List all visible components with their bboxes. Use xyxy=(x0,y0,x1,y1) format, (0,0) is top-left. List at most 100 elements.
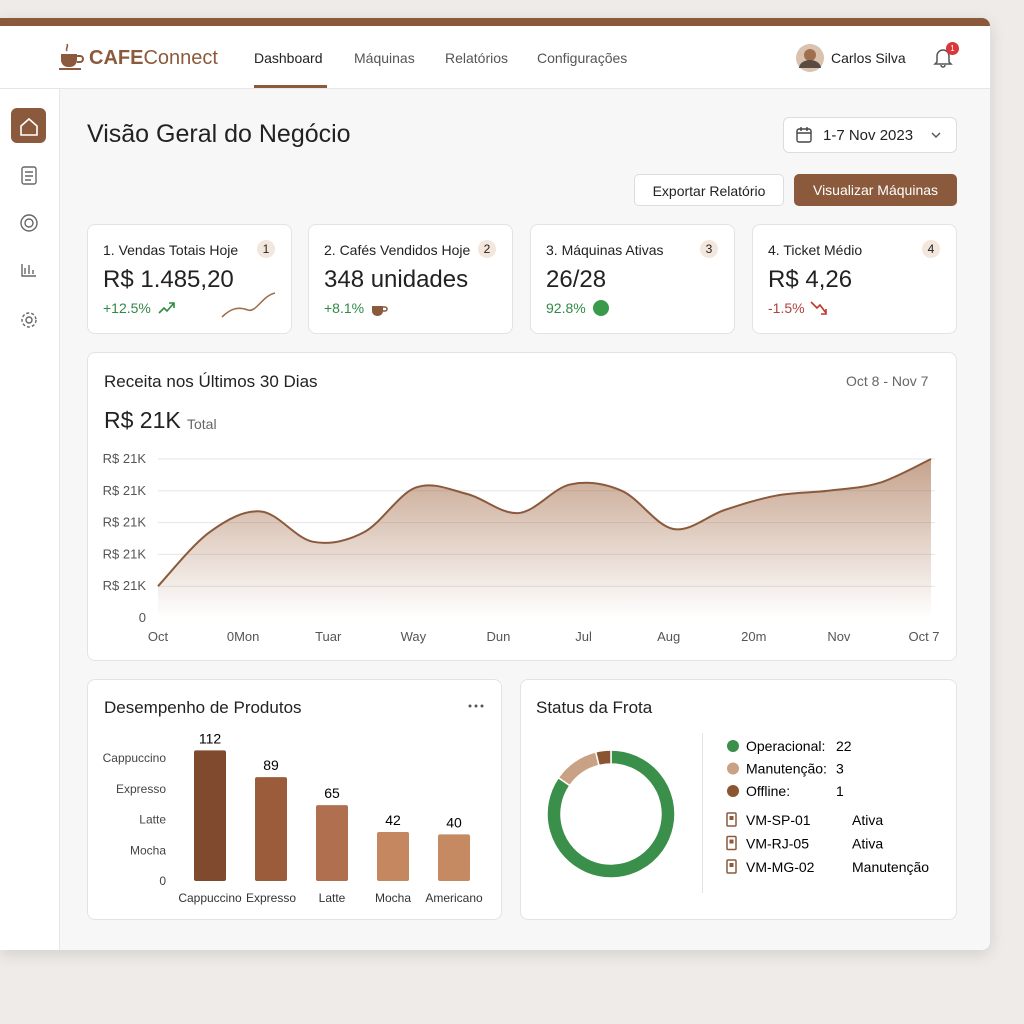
x-tick-label: 0Mon xyxy=(227,629,260,644)
legend-label: Operacional: xyxy=(746,738,825,754)
kpi-change: +8.1% xyxy=(324,300,365,316)
kpi-badge: 4 xyxy=(922,240,940,258)
icon-body xyxy=(726,859,737,874)
user-name[interactable]: Carlos Silva xyxy=(831,50,906,66)
brand-rest: Connect xyxy=(143,47,218,69)
kpi-label: 2. Cafés Vendidos Hoje xyxy=(324,242,471,258)
legend-value: 3 xyxy=(836,761,844,777)
kpi-change: +12.5% xyxy=(103,300,151,316)
products-card xyxy=(87,679,502,920)
machine-icon xyxy=(726,812,737,827)
nav-underline xyxy=(254,85,327,88)
kpi-label: 3. Máquinas Ativas xyxy=(546,242,664,258)
legend-dot xyxy=(727,785,739,797)
nav-icon-active[interactable] xyxy=(11,108,46,143)
brand: CAFEConnect xyxy=(89,47,218,70)
x-tick-label: Nov xyxy=(827,629,851,644)
machine-id: VM-SP-01 xyxy=(746,812,811,828)
bar-chart: Cappuccino Expresso Latte Mocha 0 112 Cappucci… xyxy=(103,730,483,905)
card-title: Status da Frota xyxy=(536,698,653,717)
kpi-change: 92.8% xyxy=(546,300,586,316)
status-dot xyxy=(593,300,609,316)
header xyxy=(0,26,990,89)
bar xyxy=(316,805,348,881)
x-tick-label: Mocha xyxy=(375,891,411,905)
x-tick-label: Americano xyxy=(425,891,483,905)
x-tick-label: Jul xyxy=(575,629,592,644)
kpi-value: 348 unidades xyxy=(324,266,469,293)
kpi-change: -1.5% xyxy=(768,300,805,316)
y-tick-label: R$ 21K xyxy=(103,546,147,561)
kpi-badge: 3 xyxy=(700,240,718,258)
donut-slice xyxy=(546,749,676,879)
legend-label: Manutenção: xyxy=(746,761,827,777)
y-tick-label: R$ 21K xyxy=(103,578,147,593)
machine-id: VM-MG-02 xyxy=(746,859,815,875)
date-range: 1-7 Nov 2023 xyxy=(823,127,914,144)
kpi-card xyxy=(87,224,292,334)
card-title: Receita nos Últimos 30 Dias xyxy=(104,372,318,391)
card-title: Desempenho de Produtos xyxy=(104,698,302,717)
y-tick-label: 0 xyxy=(139,610,146,625)
value-label: 112 xyxy=(199,730,222,746)
line xyxy=(157,458,932,587)
fleet-card xyxy=(520,679,957,920)
nav-item[interactable]: Configurações xyxy=(537,50,628,66)
icon-body xyxy=(726,812,737,827)
divider xyxy=(702,733,703,893)
kpi-label: 1. Vendas Totais Hoje xyxy=(103,242,239,258)
trend-up xyxy=(158,302,175,314)
date-picker[interactable] xyxy=(783,117,957,153)
y-tick-label: Cappuccino xyxy=(103,751,167,765)
kpi-badge: 2 xyxy=(478,240,496,258)
y-tick-label: Mocha xyxy=(130,843,166,857)
avatar[interactable] xyxy=(795,43,825,73)
button[interactable]: Exportar Relatório xyxy=(634,174,784,206)
value-label: 40 xyxy=(446,814,462,830)
legend-dot xyxy=(727,762,739,775)
x-tick-label: 20m xyxy=(741,629,766,644)
bar xyxy=(255,777,287,881)
x-tick-label: Oct 7 xyxy=(908,629,939,644)
total-label: Total xyxy=(187,416,217,432)
y-tick-label: Latte xyxy=(139,813,166,827)
kpi-value: R$ 1.485,20 xyxy=(103,266,234,293)
button[interactable]: Visualizar Máquinas xyxy=(794,174,957,206)
icon-body xyxy=(726,835,737,851)
nav-item[interactable]: Relatórios xyxy=(445,50,509,66)
y-tick-label: R$ 21K xyxy=(103,483,147,498)
x-tick-label: Oct xyxy=(148,629,169,644)
x-tick-label: Way xyxy=(401,629,427,644)
bar xyxy=(194,750,226,881)
kpi-value: R$ 4,26 xyxy=(768,266,853,293)
y-tick-label: R$ 21K xyxy=(103,451,147,466)
machine-icon xyxy=(726,859,737,874)
kpi-badge: 1 xyxy=(257,240,275,258)
kpi-card xyxy=(752,224,957,334)
legend-label: Offline: xyxy=(746,783,790,799)
cup-icon xyxy=(372,306,388,316)
y-tick-label: 0 xyxy=(159,874,166,888)
x-tick-label: Tuar xyxy=(315,629,342,644)
nav-item[interactable]: Dashboard xyxy=(254,50,323,66)
brand-bold: CAFE xyxy=(89,47,144,69)
value-label: 42 xyxy=(385,812,401,828)
machine-status: Ativa xyxy=(852,812,883,828)
machine-id: VM-RJ-05 xyxy=(746,836,809,852)
nav-item[interactable]: Máquinas xyxy=(354,50,415,66)
bell[interactable] xyxy=(932,46,954,68)
sidebar xyxy=(0,89,60,950)
donut-slice xyxy=(557,750,600,787)
sparkline xyxy=(221,292,276,318)
y-tick-label: R$ 21K xyxy=(103,515,147,530)
legend-value: 1 xyxy=(836,783,844,799)
more-menu[interactable] xyxy=(466,700,486,712)
sidebar-icons xyxy=(11,108,46,328)
trend-down xyxy=(810,301,827,315)
machine-status: Manutenção xyxy=(852,859,929,875)
x-tick-label: Expresso xyxy=(246,891,296,905)
kpi-card xyxy=(308,224,513,334)
total: R$ 21K xyxy=(104,407,181,433)
